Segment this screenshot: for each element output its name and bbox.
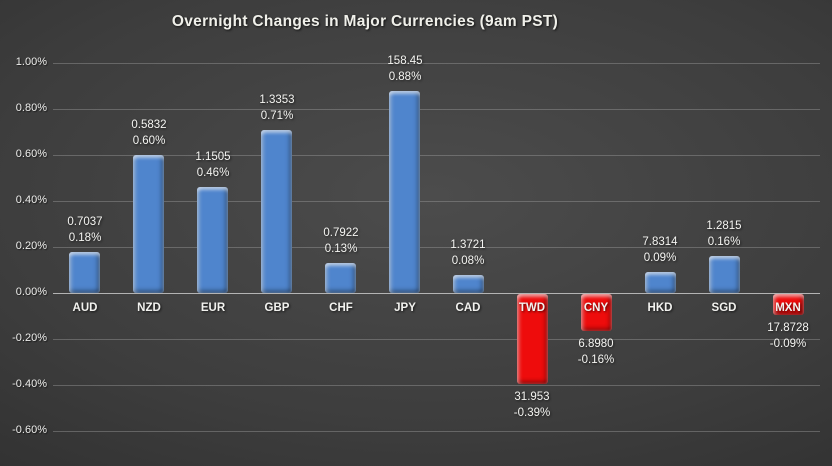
data-label-cad: 1.3721 0.08% [450, 239, 486, 267]
data-label-nzd: 0.5832 0.60% [131, 119, 167, 147]
data-label-jpy: 158.45 0.88% [387, 55, 423, 83]
y-axis-tick-label: 0.40% [15, 194, 47, 206]
x-axis-label-eur: EUR [200, 302, 226, 314]
x-axis-label-cny: CNY [583, 302, 609, 314]
bar-eur [197, 187, 228, 293]
data-label-cny: 6.8980 -0.16% [577, 338, 615, 366]
bar-hkd [645, 272, 676, 293]
x-axis-label-aud: AUD [72, 302, 98, 314]
y-axis-tick-label: 0.80% [15, 102, 47, 114]
y-axis-tick-label: 1.00% [15, 56, 47, 68]
x-axis-label-nzd: NZD [137, 302, 161, 314]
data-label-hkd: 7.8314 0.09% [642, 236, 678, 264]
data-label-mxn: 17.8728 -0.09% [767, 322, 809, 350]
bar-cad [453, 275, 484, 293]
y-axis-tick-label: 0.00% [15, 286, 47, 298]
x-axis-label-jpy: JPY [394, 302, 416, 314]
gridline [53, 385, 820, 386]
bar-gbp [261, 130, 292, 293]
x-axis-label-gbp: GBP [264, 302, 290, 314]
bar-jpy [389, 91, 420, 293]
bar-aud [69, 252, 100, 293]
bar-cny [581, 294, 612, 331]
gridline [53, 63, 820, 64]
data-label-twd: 31.953 -0.39% [513, 391, 551, 419]
bar-chf [325, 263, 356, 293]
x-axis-label-chf: CHF [329, 302, 353, 314]
y-axis-tick-label: -0.60% [12, 424, 47, 436]
data-label-sgd: 1.2815 0.16% [706, 220, 742, 248]
y-axis-tick-label: 0.20% [15, 240, 47, 252]
data-label-eur: 1.1505 0.46% [195, 151, 231, 179]
bar-mxn [773, 294, 804, 315]
gridline [53, 201, 820, 202]
x-axis-label-hkd: HKD [647, 302, 673, 314]
x-axis-label-sgd: SGD [711, 302, 737, 314]
gridline [53, 339, 820, 340]
gridline [53, 247, 820, 248]
data-label-gbp: 1.3353 0.71% [259, 94, 295, 122]
x-axis-label-mxn: MXN [775, 302, 801, 314]
x-axis-label-twd: TWD [518, 302, 546, 314]
x-axis-label-cad: CAD [455, 302, 481, 314]
y-axis-tick-label: -0.40% [12, 378, 47, 390]
data-label-chf: 0.7922 0.13% [323, 227, 359, 255]
y-axis-tick-label: 0.60% [15, 148, 47, 160]
chart-title: Overnight Changes in Major Currencies (9… [171, 13, 559, 30]
zero-axis-line [53, 293, 820, 294]
gridline [53, 155, 820, 156]
bar-twd [517, 294, 548, 384]
bar-sgd [709, 256, 740, 293]
data-label-aud: 0.7037 0.18% [67, 216, 103, 244]
gridline [53, 109, 820, 110]
bar-nzd [133, 155, 164, 293]
gridline [53, 431, 820, 432]
y-axis-tick-label: -0.20% [12, 332, 47, 344]
